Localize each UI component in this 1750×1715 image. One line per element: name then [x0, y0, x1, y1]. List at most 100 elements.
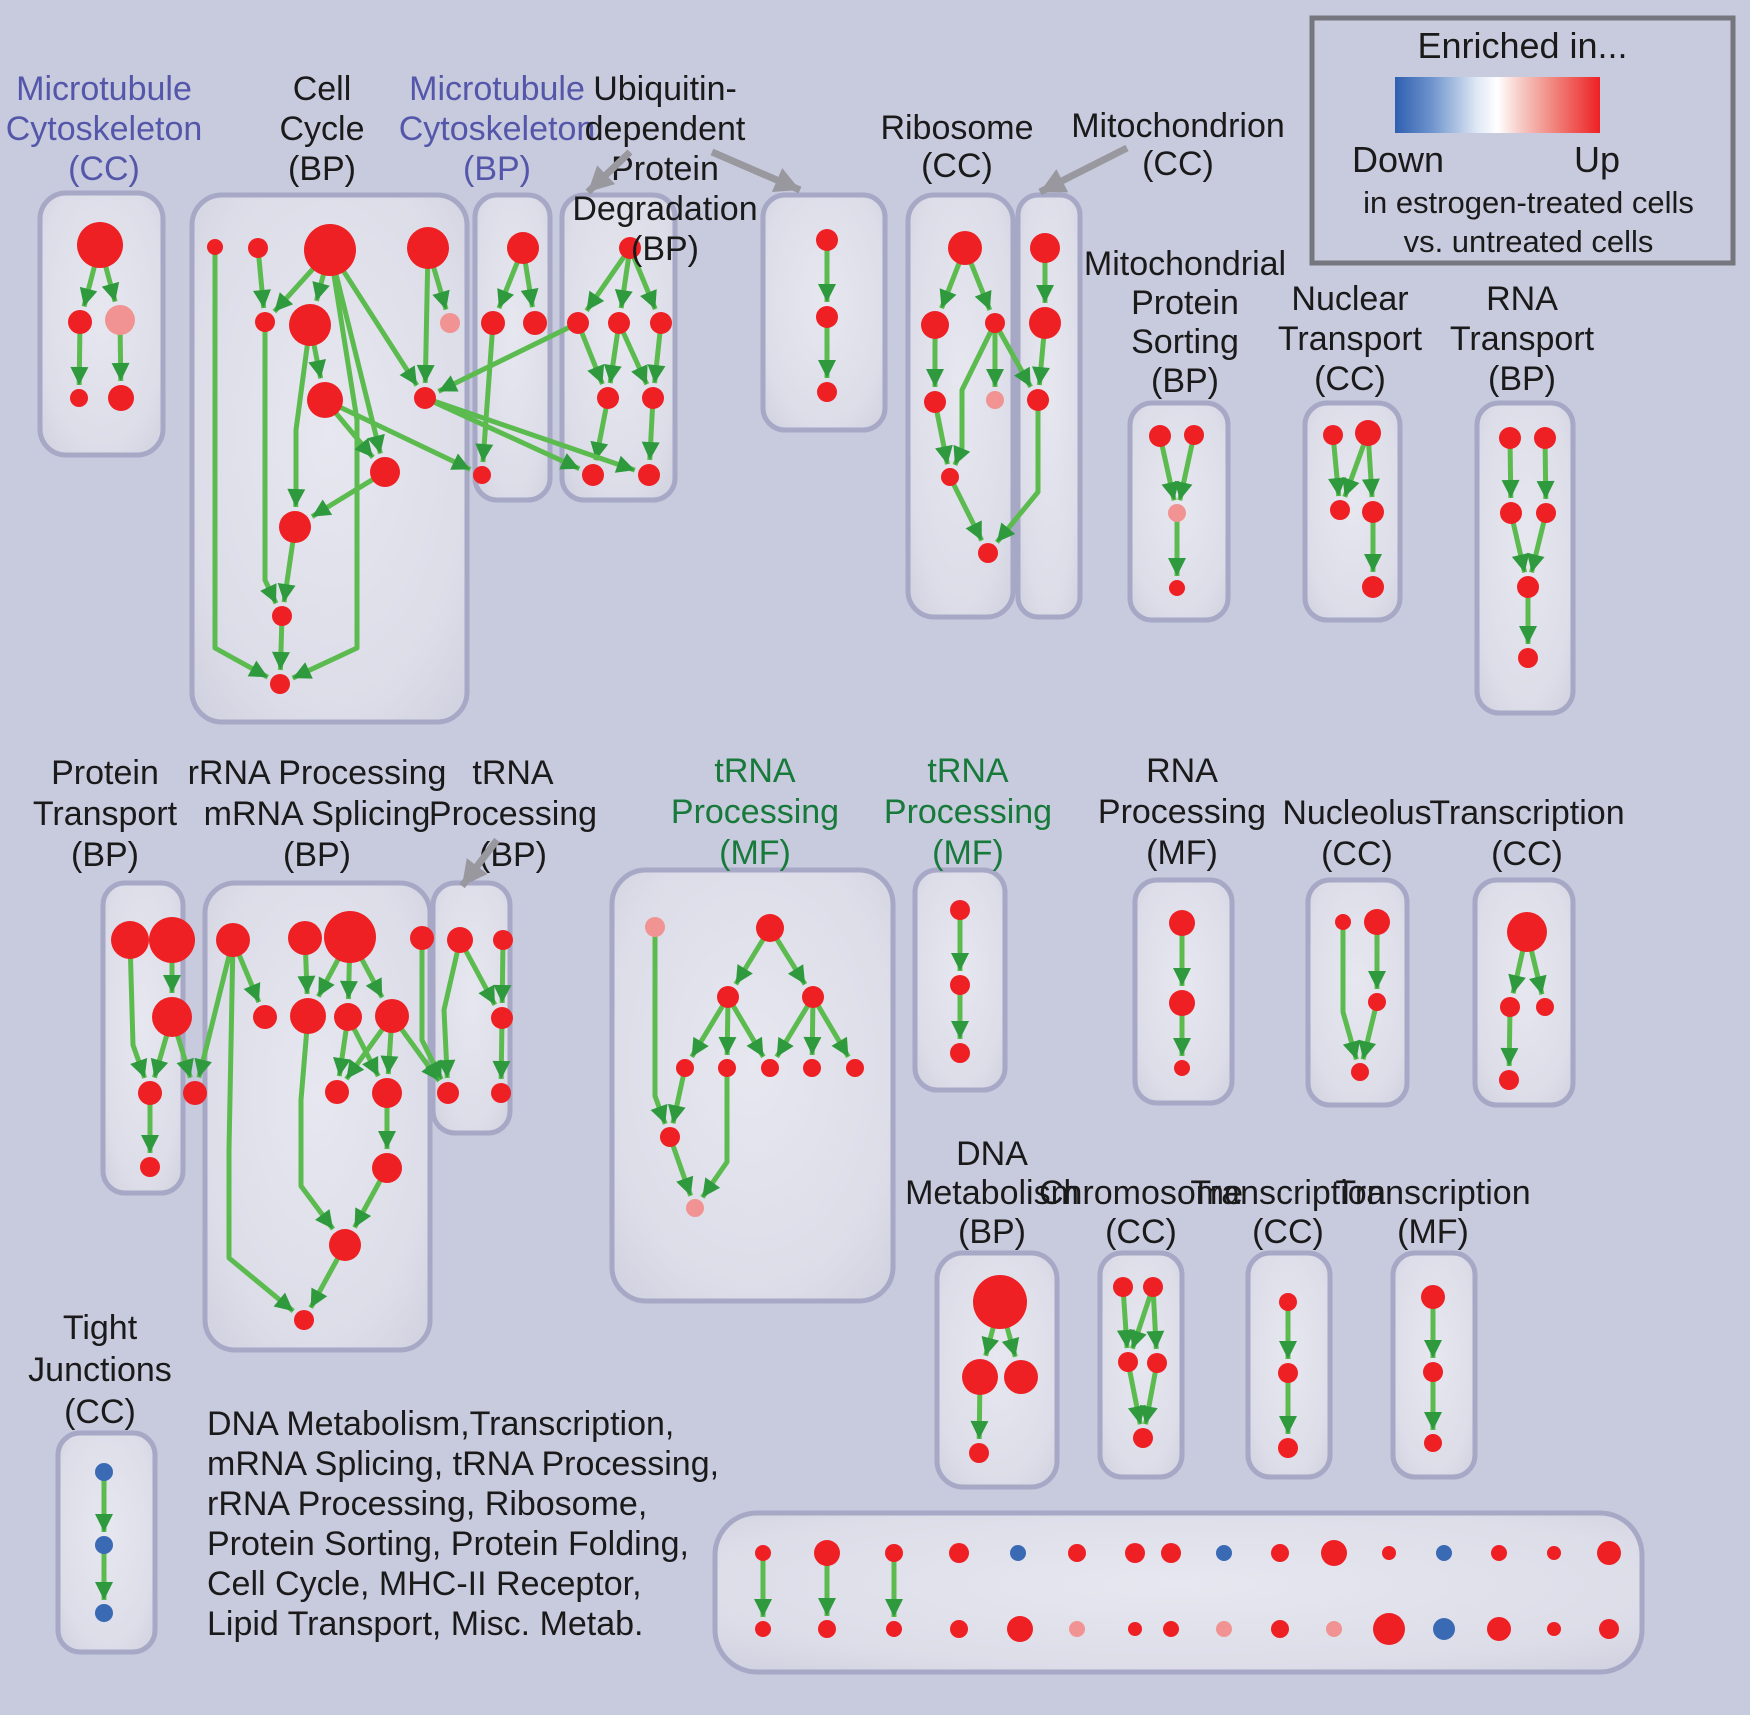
label-rrna-line2: (BP) [283, 836, 351, 874]
label-dna-metabolism-line2: (BP) [958, 1213, 1026, 1251]
node-cell-cycle-E [255, 312, 275, 332]
cross-edge-cell-cycle.I-to-ubiquitin-degradation.B2 [424, 395, 636, 473]
label-microtubule-bp-line2: (BP) [463, 150, 531, 188]
node-rrna-R4 [410, 926, 434, 950]
node-rrna-R8 [375, 999, 409, 1033]
label-protein-transport-line2: (BP) [71, 836, 139, 874]
node-mito-sorting-a [1149, 425, 1171, 447]
node-trna-mf-big-G7 [761, 1059, 779, 1077]
node-trna-mf-big-G9 [846, 1059, 864, 1077]
edge-cell-cycle-C-I [327, 248, 420, 387]
label-ubiquitin-line1: dependent [585, 110, 746, 148]
node-trna-mf-small-s3 [950, 1043, 970, 1063]
node-mito-sorting-d [1169, 580, 1185, 596]
node-rrna-R2 [288, 921, 322, 955]
label-transcription-mf-line1: (MF) [1397, 1213, 1469, 1251]
node-trna-bp-T1 [447, 927, 473, 953]
label-trna-bp-line1: Processing [429, 795, 597, 833]
node-cell-cycle-I [414, 387, 436, 409]
node-microtubule-cc-c [105, 305, 135, 335]
edge-nucleolus-n3-n4 [1358, 1001, 1380, 1060]
edge-chromosome-c4-c5 [1140, 1362, 1160, 1425]
node-cell-cycle-F [289, 304, 331, 346]
label-nuclear-transport-line0: Nuclear [1291, 280, 1408, 318]
node-ubiq-chain-n2 [816, 306, 838, 328]
node-bottom-misc-t2 [885, 1544, 903, 1562]
node-bottom-misc-t5 [1068, 1544, 1086, 1562]
node-bottom-misc-b7 [1163, 1621, 1179, 1637]
node-nuclear-transport-c [1330, 500, 1350, 520]
edge-chromosome-c3-c5 [1125, 1361, 1146, 1425]
node-chromosome-c2 [1143, 1277, 1163, 1297]
label-rna-transport-line0: RNA [1486, 280, 1558, 318]
node-rrna-R9 [325, 1080, 349, 1104]
node-cell-cycle-D [407, 227, 449, 269]
edge-trna-mf-big-G10-G11 [667, 1136, 694, 1197]
edge-protein-transport-p1-p4 [127, 939, 148, 1079]
label-mito-sorting-line2: Sorting [1131, 323, 1239, 361]
node-ubiq-chain-n3 [817, 382, 837, 402]
label-trna-mf-1-line2: (MF) [719, 834, 791, 872]
node-trna-mf-small-s2 [950, 975, 970, 995]
label-rrna-line1: mRNA Splicing [204, 795, 431, 833]
node-transcription-cc-1-t1 [1507, 912, 1547, 952]
node-transcription-mf-b [1423, 1362, 1443, 1382]
node-dna-metabolism-d1 [973, 1275, 1027, 1329]
node-nucleolus-n3 [1368, 993, 1386, 1011]
node-bottom-misc-b3 [950, 1620, 968, 1638]
label-microtubule-bp-line0: Microtubule [409, 70, 585, 108]
node-bottom-misc-t6 [1125, 1543, 1145, 1563]
node-ribosome-RB2 [978, 543, 998, 563]
edge-ubiquitin-degradation-T-R1 [584, 246, 633, 313]
node-tight-junctions-c [95, 1604, 113, 1622]
legend-up-label: Up [1574, 139, 1620, 180]
label-rna-processing-mf-line2: (MF) [1146, 834, 1218, 872]
node-bottom-misc-t12 [1436, 1545, 1452, 1561]
label-protein-transport-line1: Transport [33, 795, 178, 833]
label-trna-mf-2-line2: (MF) [932, 834, 1004, 872]
node-trna-bp-T2 [493, 930, 513, 950]
cross-edge-cell-cycle.H-to-microtubule-bp.bt [323, 397, 472, 472]
node-ribosome-RL [921, 311, 949, 339]
ubiquitin-arrow-left-icon [585, 149, 633, 195]
node-trna-mf-big-G5 [676, 1059, 694, 1077]
edge-cell-cycle-C-M [291, 249, 360, 681]
edge-cell-cycle-E-L [260, 322, 279, 605]
node-dna-metabolism-d2 [962, 1359, 998, 1395]
edge-chromosome-c2-c4 [1146, 1286, 1165, 1350]
node-transcription-cc-2-a [1279, 1293, 1297, 1311]
node-bottom-misc-t9 [1271, 1544, 1289, 1562]
node-nuclear-transport-e [1362, 576, 1384, 598]
node-ribosome-RS [985, 313, 1005, 333]
edge-nuclear-transport-a-c [1328, 434, 1346, 497]
cluster-box-bottom-misc [712, 1510, 1645, 1675]
label-transcription-cc-1-line1: (CC) [1491, 835, 1563, 873]
label-transcription-cc-2-line1: (CC) [1252, 1213, 1324, 1251]
node-bottom-misc-t14 [1547, 1546, 1561, 1560]
label-trna-bp-line2: (BP) [479, 836, 547, 874]
edge-trna-mf-big-G3-G5 [689, 995, 731, 1059]
label-ubiquitin-line4: (BP) [631, 230, 699, 268]
node-rna-transport-e [1517, 576, 1539, 598]
node-cell-cycle-L [272, 606, 292, 626]
node-bottom-misc-t8 [1216, 1545, 1232, 1561]
node-bottom-misc-b10 [1326, 1621, 1342, 1637]
misc-collapsed-clusters-text-line4: Cell Cycle, MHC-II Receptor, [207, 1565, 642, 1603]
cross-edge-rrna.R1-to-protein-transport.p5 [194, 939, 236, 1079]
cluster-box-rrna [202, 880, 433, 1353]
label-microtubule-cc-line1: Cytoskeleton [6, 110, 203, 148]
node-protein-transport-p1 [111, 921, 149, 959]
node-microtubule-bp-L [481, 311, 505, 335]
label-microtubule-cc-line0: Microtubule [16, 70, 192, 108]
node-ribosome-RT [948, 231, 982, 265]
edge-cell-cycle-F-K [287, 324, 313, 508]
node-bottom-misc-t1 [814, 1540, 840, 1566]
edge-cell-cycle-B-E [253, 247, 271, 309]
label-rna-transport-line1: Transport [1450, 320, 1595, 358]
cross-edge-ubiquitin-degradation.R1-to-cell-cycle.I [437, 320, 580, 394]
node-transcription-cc-1-t2 [1500, 997, 1520, 1017]
node-rrna-R10 [372, 1078, 402, 1108]
node-transcription-mf-c [1424, 1434, 1442, 1452]
